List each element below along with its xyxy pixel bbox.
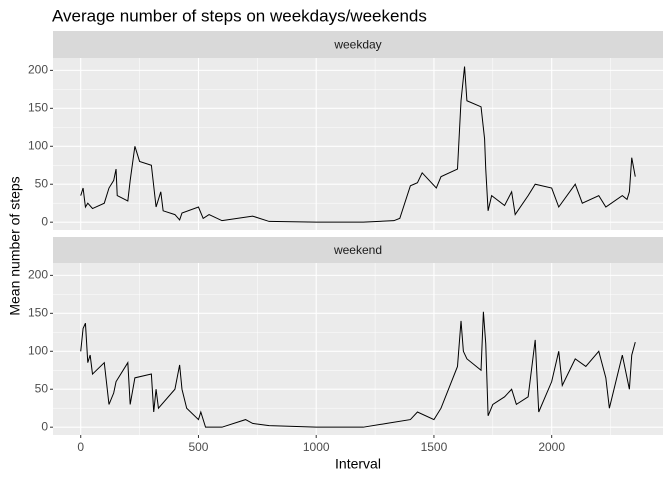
strip <box>53 31 663 58</box>
y-tick-label: 0 <box>41 419 48 433</box>
y-tick-label: 200 <box>28 63 48 77</box>
y-tick-label: 100 <box>28 138 48 152</box>
chart-title: Average number of steps on weekdays/week… <box>52 6 427 25</box>
x-tick-label: 1000 <box>303 440 330 454</box>
x-axis-label: Interval <box>335 456 381 472</box>
strip <box>53 237 663 263</box>
strip-label: weekend <box>333 243 382 257</box>
y-axis-label: Mean number of steps <box>7 176 23 315</box>
line <box>80 66 636 223</box>
y-tick-label: 0 <box>41 214 48 228</box>
y-tick-label: 50 <box>35 381 49 395</box>
y-tick-label: 50 <box>35 176 49 190</box>
line <box>80 311 636 428</box>
y-tick-label: 150 <box>28 305 48 319</box>
x-tick-label: 500 <box>188 440 208 454</box>
y-tick-label: 100 <box>28 343 48 357</box>
x-tick-label: 0 <box>77 440 84 454</box>
strip-label: weekday <box>333 38 381 52</box>
y-tick-label: 150 <box>28 100 48 114</box>
panel <box>53 263 663 435</box>
y-tick-label: 200 <box>28 268 48 282</box>
panel <box>53 58 663 230</box>
x-tick-label: 1500 <box>421 440 448 454</box>
x-tick-label: 2000 <box>538 440 565 454</box>
